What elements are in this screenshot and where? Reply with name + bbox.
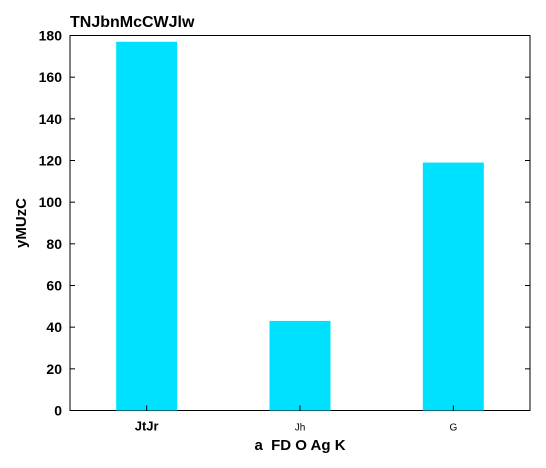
- y-tick-label: 180: [39, 28, 63, 44]
- y-tick-label: 80: [46, 236, 62, 252]
- y-tick-label: 0: [54, 403, 62, 419]
- bars-group: [116, 41, 484, 411]
- x-tick-label: Jh: [295, 423, 306, 434]
- bar-jh: [269, 320, 331, 411]
- bar-jtjr: [116, 41, 178, 411]
- y-axis-label: yMUzC: [13, 198, 30, 248]
- chart-title: TNJbnMcCWJlw: [70, 14, 195, 31]
- y-tick-label: 120: [39, 153, 63, 169]
- y-axis: 0 20 40 60 80 100 120 140 160 180: [39, 28, 530, 419]
- x-tick-label: JtJr: [135, 419, 159, 434]
- y-tick-label: 100: [39, 194, 63, 210]
- y-tick-label: 20: [46, 361, 62, 377]
- y-tick-label: 160: [39, 69, 63, 85]
- x-tick-label: G: [449, 423, 457, 434]
- y-tick-label: 140: [39, 111, 63, 127]
- x-axis-label: a FD O Ag K: [254, 437, 345, 454]
- bar-g: [422, 162, 484, 411]
- x-axis: JtJr Jh G: [135, 405, 457, 434]
- y-tick-label: 60: [46, 278, 62, 294]
- y-tick-label: 40: [46, 319, 62, 335]
